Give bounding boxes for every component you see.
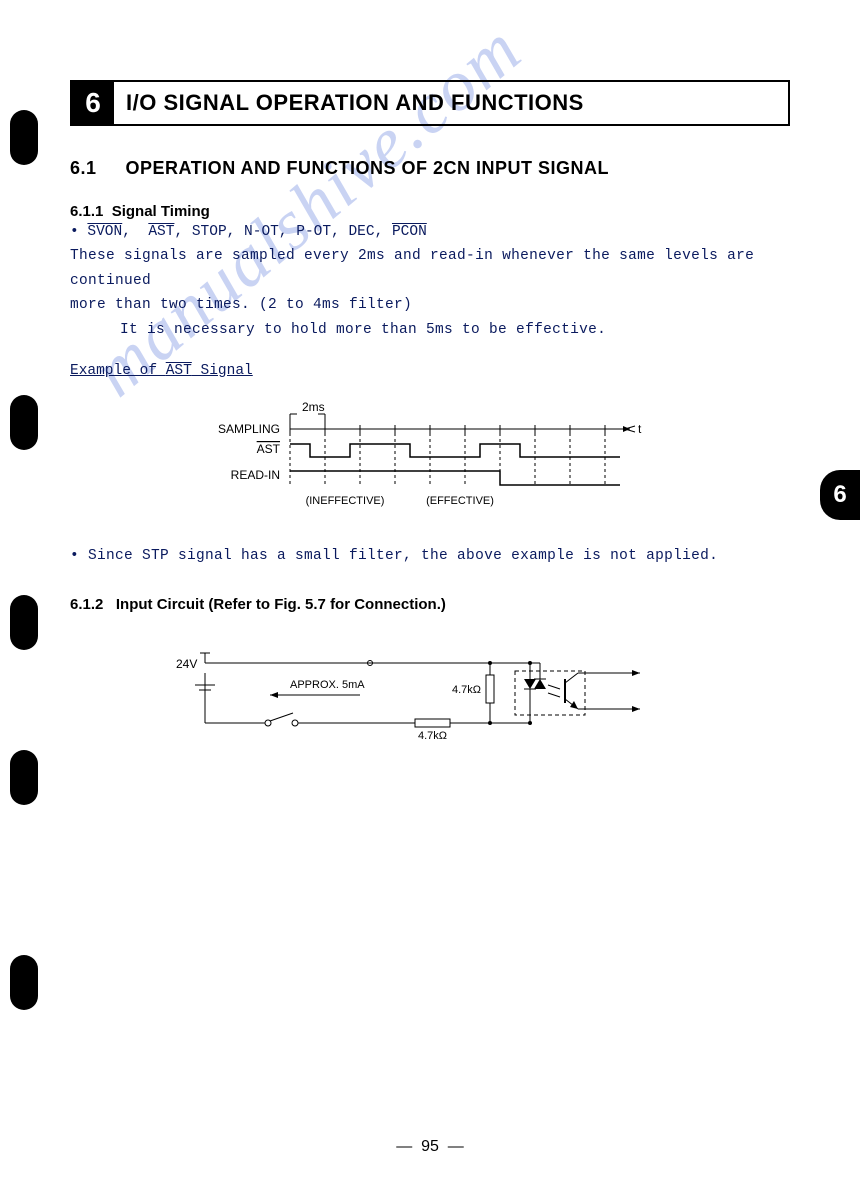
label-2ms: 2ms <box>302 400 325 414</box>
label-24v: 24V <box>176 657 197 671</box>
circuit-svg: 24V APPROX. 5mA 4.7kΩ <box>170 643 690 763</box>
example-label: Example of AST Signal <box>70 363 253 379</box>
paragraph-1: These signals are sampled every 2ms and … <box>70 244 790 343</box>
signal-mid: , STOP, N-OT, P-OT, DEC, <box>174 224 392 240</box>
label-r2: 4.7kΩ <box>418 730 447 742</box>
subsection-6-1-1: 6.1.1 Signal Timing <box>70 203 790 220</box>
section-number: 6.1 <box>70 158 120 179</box>
subsection2-title: Input Circuit (Refer to Fig. 5.7 for Con… <box>116 596 446 613</box>
note-stp: • Since STP signal has a small filter, t… <box>70 544 790 569</box>
label-sampling: SAMPLING <box>218 422 280 436</box>
example-suffix: Signal <box>192 363 253 379</box>
label-r1: 4.7kΩ <box>452 684 481 696</box>
label-effective: (EFFECTIVE) <box>426 495 494 507</box>
hole <box>10 955 38 1010</box>
para1-line3: It is necessary to hold more than 5ms to… <box>70 318 790 343</box>
section-title: 6.1 OPERATION AND FUNCTIONS OF 2CN INPUT… <box>70 158 790 179</box>
bullet: • <box>70 224 79 240</box>
section-heading: OPERATION AND FUNCTIONS OF 2CN INPUT SIG… <box>126 158 610 178</box>
signal-pcon: PCON <box>392 224 427 240</box>
subsection-6-1-2: 6.1.2 Input Circuit (Refer to Fig. 5.7 f… <box>70 596 790 613</box>
page-number-row: — 95 — <box>0 1138 860 1156</box>
para1-line1: These signals are sampled every 2ms and … <box>70 244 790 293</box>
label-readin: READ-IN <box>231 468 280 482</box>
signal-svon: SVON <box>87 224 122 240</box>
subsection-number: 6.1.1 <box>70 203 103 220</box>
example-prefix: Example of <box>70 363 166 379</box>
subsection-title: Signal Timing <box>112 203 210 220</box>
subsection2-number: 6.1.2 <box>70 596 103 613</box>
signal-ast: AST <box>148 224 174 240</box>
timing-diagram: 2ms SAMPLING t <box>200 399 790 524</box>
example-signal: AST <box>166 363 192 379</box>
label-ineffective: (INEFFECTIVE) <box>306 495 385 507</box>
signal-list: • SVON, AST, STOP, N-OT, P-OT, DEC, PCON <box>70 224 790 240</box>
para1-line2: more than two times. (2 to 4ms filter) <box>70 293 790 318</box>
chapter-header: 6 I/O SIGNAL OPERATION AND FUNCTIONS <box>70 80 790 126</box>
chapter-title: I/O SIGNAL OPERATION AND FUNCTIONS <box>114 90 584 116</box>
label-ast: AST <box>257 442 281 456</box>
page-content: 6 I/O SIGNAL OPERATION AND FUNCTIONS 6.1… <box>0 0 860 828</box>
page-number: 95 <box>421 1138 439 1155</box>
label-t: t <box>638 422 642 436</box>
timing-svg: 2ms SAMPLING t <box>200 399 660 519</box>
chapter-number: 6 <box>72 82 114 124</box>
label-approx-5ma: APPROX. 5mA <box>290 679 365 691</box>
circuit-diagram: 24V APPROX. 5mA 4.7kΩ <box>170 643 790 768</box>
